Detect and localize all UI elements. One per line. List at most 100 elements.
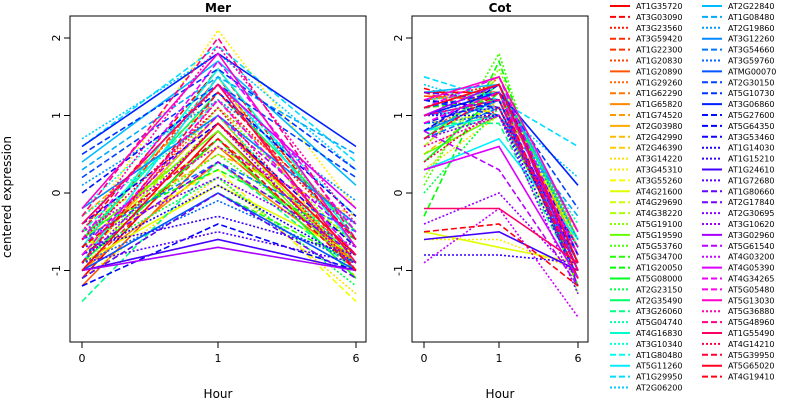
legend-label: ATMG00070 — [728, 67, 776, 76]
legend-label: AT3G59760 — [728, 57, 774, 66]
legend-label: AT1G65820 — [636, 100, 682, 109]
legend-label: AT5G48960 — [728, 318, 774, 327]
legend-label: AT4G34265 — [728, 275, 774, 284]
series-line-mer-AT2G42990 — [81, 153, 357, 241]
x-tick-label: 0 — [421, 352, 428, 365]
legend-label: AT1G72680 — [728, 176, 774, 185]
legend-label: AT5G13030 — [728, 296, 774, 305]
series-line-cot-AT2G19860 — [423, 91, 579, 240]
legend-label: AT4G14210 — [728, 340, 774, 349]
legend-label: AT1G80660 — [728, 187, 774, 196]
series-line-cot-AT3G59760 — [423, 114, 579, 264]
legend-label: AT1G55490 — [728, 329, 774, 338]
series-line-mer-AT3G10620 — [81, 122, 357, 272]
series-line-mer-AT5G39950 — [81, 91, 357, 264]
legend-label: AT1G14030 — [728, 144, 774, 153]
x-axis-label-cot: Hour — [486, 387, 515, 400]
y-tick-label: 2 — [50, 35, 63, 42]
legend-label: AT5G19100 — [636, 220, 682, 229]
series-line-mer-AT1G29950 — [81, 44, 357, 163]
legend-label: AT5G04740 — [636, 318, 682, 327]
legend-label: AT5G19590 — [636, 231, 682, 240]
legend-label: AT2G17840 — [728, 198, 774, 207]
series-line-mer-AT5G36880 — [81, 44, 357, 233]
panel-title-cot: Cot — [489, 1, 512, 15]
legend-label: AT1G80480 — [636, 351, 682, 360]
legend-label: AT1G74520 — [636, 111, 682, 120]
legend-label: AT3G53460 — [728, 133, 774, 142]
y-axis-label: centered expression — [0, 136, 14, 258]
series-line-cot-AT1G14030 — [424, 114, 579, 279]
series-line-mer-AT3G53460 — [81, 122, 357, 248]
legend-label: AT4G29690 — [636, 198, 682, 207]
legend-label: AT2G03980 — [636, 122, 682, 131]
legend-label: AT1G29260 — [636, 78, 682, 87]
legend-label: AT3G06860 — [728, 100, 774, 109]
series-line-mer-AT3G02960 — [81, 246, 357, 272]
legend-label: AT2G35490 — [636, 296, 682, 305]
legend-label: AT3G02960 — [728, 231, 774, 240]
legend-label: AT2G23150 — [636, 285, 682, 294]
x-tick-label: 6 — [575, 352, 582, 365]
series-line-cot-AT3G10620 — [423, 192, 579, 279]
x-tick-label: 1 — [215, 352, 222, 365]
series-line-mer-AT5G64350 — [81, 223, 357, 287]
legend-label: AT1G20050 — [636, 264, 682, 273]
legend-label: AT2G30695 — [728, 209, 774, 218]
series-line-mer-AT1G72680 — [81, 230, 357, 264]
series-line-cot-AT4G14210 — [423, 106, 579, 271]
series-line-mer-AT4G14210 — [81, 106, 357, 272]
plot-frame-cot — [411, 15, 589, 343]
panel-title-mer: Mer — [205, 1, 231, 15]
legend-label: AT1G35720 — [636, 2, 682, 11]
series-line-mer-AT5G65020 — [81, 122, 357, 272]
series-line-cot-AT5G05480 — [423, 91, 579, 256]
series-line-mer-AT4G34265 — [81, 60, 357, 240]
legend-label: AT4G38220 — [636, 209, 682, 218]
series-line-cot-AT4G05390 — [423, 145, 579, 279]
x-tick-label: 6 — [353, 352, 360, 365]
legend-label: AT3G10620 — [728, 220, 774, 229]
series-line-cot-AT4G19410 — [423, 223, 579, 287]
series-line-mer-AT3G45310 — [81, 28, 357, 233]
legend-label: AT3G14220 — [636, 155, 682, 164]
legend-label: AT1G15210 — [728, 155, 774, 164]
legend-label: AT3G54660 — [728, 46, 774, 55]
legend-label: AT5G53760 — [636, 242, 682, 251]
series-line-mer-AT5G53760 — [81, 153, 357, 256]
series-line-mer-AT5G10730 — [81, 68, 357, 171]
legend-label: AT3G59420 — [636, 35, 682, 44]
legend-label: AT5G27600 — [728, 111, 774, 120]
y-tick-label: -1 — [50, 265, 63, 276]
series-line-cot-AT1G29950 — [423, 76, 579, 148]
legend-label: AT1G22300 — [636, 46, 682, 55]
legend-label: AT5G65020 — [728, 362, 774, 371]
y-tick-label: 2 — [392, 35, 405, 42]
series-line-cot-AT1G15210 — [424, 254, 579, 264]
series-line-mer-AT2G22840 — [81, 60, 357, 186]
legend-label: AT5G11260 — [636, 362, 682, 371]
legend-label: AT5G39950 — [728, 351, 774, 360]
legend-label: AT5G64350 — [728, 122, 774, 131]
legend-label: AT5G61540 — [728, 242, 774, 251]
series-line-mer-AT1G24610 — [81, 238, 357, 272]
series-line-mer-AT2G30695 — [81, 176, 357, 249]
series-line-mer-AT1G14030 — [81, 184, 357, 264]
legend-label: AT1G24610 — [728, 166, 774, 175]
legend-label: AT1G20890 — [636, 67, 682, 76]
series-line-mer-AT5G48960 — [81, 36, 357, 240]
y-tick-label: 0 — [392, 190, 405, 197]
series-line-cot-AT1G55490 — [424, 207, 579, 264]
legend-label: AT5G08000 — [636, 275, 682, 284]
legend-label: AT3G55260 — [636, 176, 682, 185]
legend-label: AT2G42990 — [636, 133, 682, 142]
series-line-cot-AT3G26060 — [424, 122, 579, 279]
legend-label: AT2G06200 — [636, 384, 682, 393]
y-tick-label: 1 — [50, 112, 63, 119]
series-line-mer-AT1G22300 — [81, 75, 357, 271]
y-tick-label: 1 — [392, 112, 405, 119]
series-line-cot-AT5G48960 — [423, 99, 579, 271]
series-line-cot-AT1G24610 — [423, 230, 579, 272]
legend-label: AT3G26060 — [636, 307, 682, 316]
